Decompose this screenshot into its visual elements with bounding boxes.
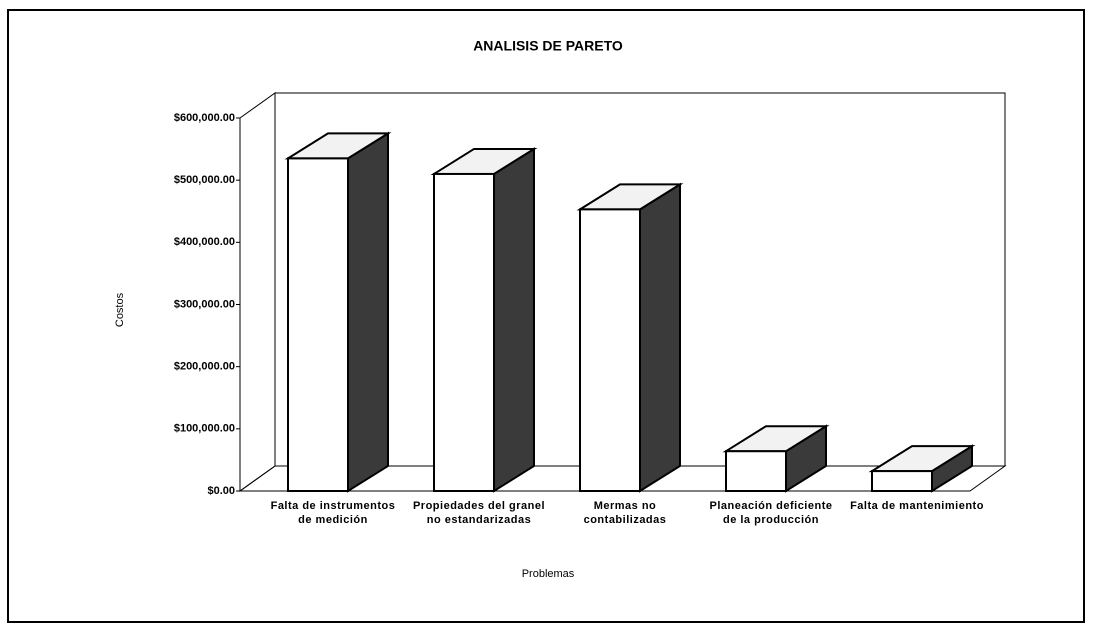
bar xyxy=(722,424,830,493)
bar xyxy=(284,131,392,493)
bar-front xyxy=(725,450,787,493)
bar xyxy=(868,444,976,493)
x-tick-label-box: Falta de instrumentos de medición xyxy=(270,500,396,526)
side-wall xyxy=(239,92,276,492)
x-tick-label: Propiedades del granel no estandarizadas xyxy=(412,500,546,526)
x-tick-label-box: Falta de mantenimiento xyxy=(850,500,984,512)
frame xyxy=(7,9,1085,623)
y-tick-label: $400,000.00 xyxy=(174,236,235,248)
x-tick-label: Falta de mantenimiento xyxy=(850,500,984,512)
x-tick-label-box: Mermas no contabilizadas xyxy=(583,500,667,526)
y-tick-label: $300,000.00 xyxy=(174,298,235,310)
bar xyxy=(576,182,684,493)
bar-side xyxy=(493,147,535,493)
x-tick-label-box: Planeación deficiente de la producción xyxy=(709,500,833,526)
bar-front xyxy=(287,157,349,493)
x-tick-label: Mermas no contabilizadas xyxy=(583,500,667,526)
bar-side xyxy=(347,131,389,493)
bar-front xyxy=(433,172,495,492)
y-tick-label: $0.00 xyxy=(207,485,235,497)
chart-title: ANALISIS DE PARETO xyxy=(473,38,623,54)
y-tick-label: $200,000.00 xyxy=(174,361,235,373)
bar-front xyxy=(579,208,641,492)
x-tick-label: Planeación deficiente de la producción xyxy=(709,500,833,526)
y-tick-label: $500,000.00 xyxy=(174,174,235,186)
y-axis-label: Costos xyxy=(114,292,126,327)
bar-side xyxy=(639,182,681,493)
x-tick-label: Falta de instrumentos de medición xyxy=(270,500,396,526)
y-tick-label: $100,000.00 xyxy=(174,423,235,435)
x-tick-label-box: Propiedades del granel no estandarizadas xyxy=(412,500,546,526)
bar-front xyxy=(871,470,933,492)
y-tick-label: $600,000.00 xyxy=(174,112,235,124)
x-axis-label: Problemas xyxy=(522,568,575,580)
back-wall xyxy=(275,92,1006,466)
bar xyxy=(430,147,538,493)
